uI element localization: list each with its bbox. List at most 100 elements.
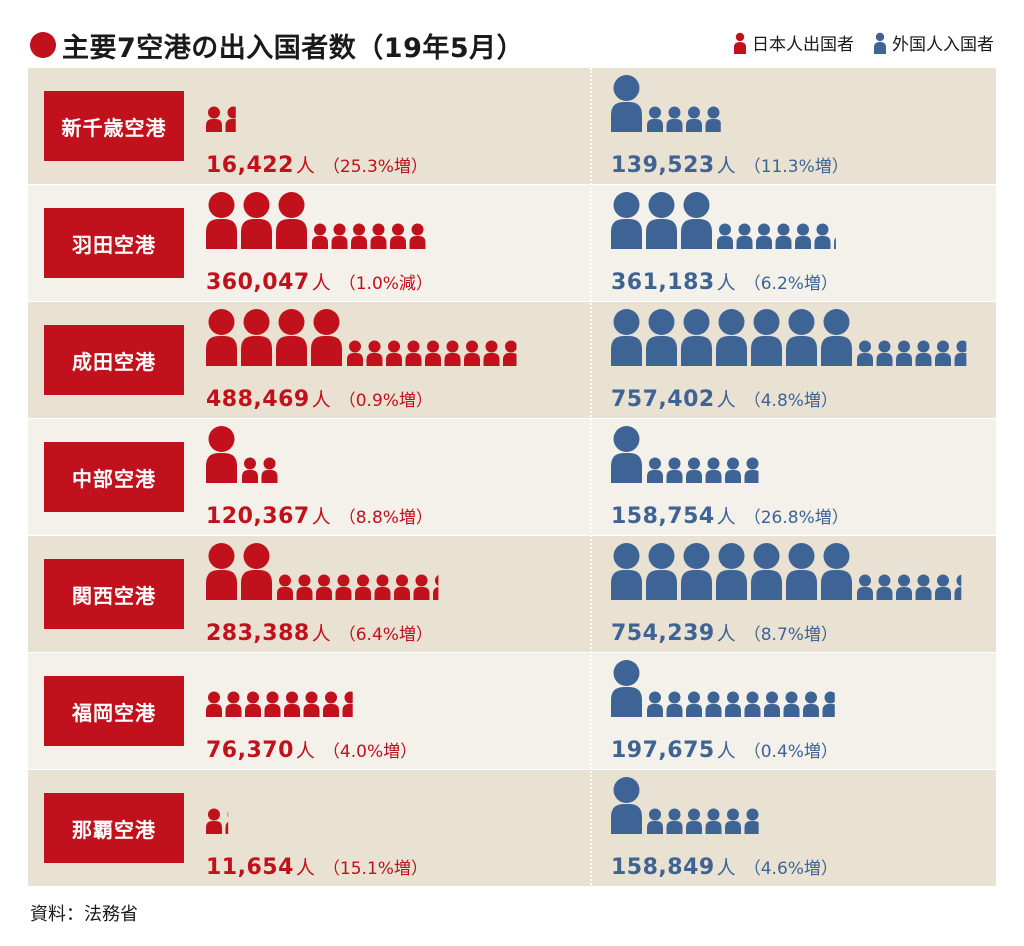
foreign-stat: 757,402 人 （4.8%増） <box>611 385 838 413</box>
japanese-large-person-icon <box>276 192 307 249</box>
japanese-small-person-icon <box>394 574 410 600</box>
foreign-large-person-icon <box>681 309 712 366</box>
airport-label: 那覇空港 <box>44 793 184 863</box>
foreign-small-person-icon <box>705 808 722 834</box>
foreign-small-person-icon <box>857 340 873 366</box>
foreign-large-person-icon <box>611 75 642 132</box>
japanese-small-person-icon <box>390 223 406 249</box>
japanese-pictogram <box>206 192 426 249</box>
foreign-large-person-icon <box>716 543 747 600</box>
foreign-small-person-icon <box>915 340 932 366</box>
japanese-change: （1.0%減） <box>338 274 433 294</box>
japanese-large-person-icon <box>241 192 272 249</box>
foreign-partial-person-icon <box>954 574 962 600</box>
japanese-unit: 人 <box>311 389 331 411</box>
japanese-count: 11,654 <box>206 855 294 880</box>
japanese-large-person-icon <box>206 192 237 249</box>
foreign-change: （4.8%増） <box>743 391 838 411</box>
japanese-pictogram <box>206 691 353 717</box>
foreign-large-person-icon <box>611 309 642 366</box>
chart-table: 新千歳空港 16,422 人（25.3%増） 139,523 人（11.3%増） 羽田空港… <box>28 68 996 888</box>
japanese-large-person-icon <box>311 309 342 366</box>
foreign-small-person-icon <box>717 223 733 249</box>
foreign-large-person-icon <box>611 660 642 717</box>
foreign-count: 197,675 <box>611 738 715 763</box>
foreign-small-person-icon <box>896 574 912 600</box>
foreign-small-person-icon <box>744 691 761 717</box>
japanese-large-person-icon <box>241 543 272 600</box>
foreign-stat: 754,239 人 （8.7%増） <box>611 619 838 647</box>
japanese-small-person-icon <box>409 223 426 249</box>
japanese-small-person-icon <box>331 223 348 249</box>
foreign-large-person-icon <box>681 192 712 249</box>
foreign-count: 757,402 <box>611 387 715 412</box>
foreign-change: （26.8%増） <box>743 508 849 528</box>
japanese-unit: 人 <box>311 272 331 294</box>
foreign-partial-person-icon <box>705 106 721 132</box>
japanese-large-person-icon <box>206 309 237 366</box>
foreign-change: （6.2%増） <box>743 274 838 294</box>
japanese-small-person-icon <box>323 691 339 717</box>
japanese-small-person-icon <box>347 340 363 366</box>
japanese-count: 488,469 <box>206 387 310 412</box>
foreign-large-person-icon <box>646 543 677 600</box>
japanese-small-person-icon <box>206 808 222 834</box>
foreign-small-person-icon <box>686 691 702 717</box>
foreign-pictogram <box>611 75 721 132</box>
japanese-unit: 人 <box>295 740 315 762</box>
airport-row: 那覇空港 11,654 人（15.1%増） 158,849 人（4.6%増） <box>28 770 996 886</box>
japanese-change: （0.9%増） <box>338 391 433 411</box>
chart-title: 主要7空港の出入国者数（19年5月） <box>62 32 525 64</box>
foreign-large-person-icon <box>751 309 782 366</box>
japanese-count: 283,388 <box>206 621 310 646</box>
foreign-pictogram <box>611 309 967 366</box>
source-note: 資料：法務省 <box>30 904 138 925</box>
foreign-unit: 人 <box>716 623 736 645</box>
column-divider <box>590 68 592 888</box>
foreign-unit: 人 <box>716 155 736 177</box>
foreign-unit: 人 <box>716 740 736 762</box>
japanese-small-person-icon <box>245 691 261 717</box>
airport-row: 関西空港 283,388 人（6.4%増） 754,239 人（8.7%増） <box>28 536 996 652</box>
foreign-small-person-icon <box>814 223 831 249</box>
japanese-stat: 76,370 人 （4.0%増） <box>206 736 417 764</box>
japanese-large-person-icon <box>206 543 237 600</box>
airport-row: 羽田空港 360,047 人（1.0%減） 361,183 人（6.2%増） <box>28 185 996 301</box>
foreign-pictogram <box>611 777 759 834</box>
japanese-small-person-icon <box>335 574 352 600</box>
foreign-partial-person-icon <box>834 237 836 249</box>
foreign-pictogram <box>611 192 836 249</box>
foreign-large-person-icon <box>611 543 642 600</box>
japanese-change: （25.3%増） <box>322 157 428 177</box>
japanese-small-person-icon <box>370 223 387 249</box>
foreign-small-person-icon <box>935 574 951 600</box>
foreign-unit: 人 <box>716 857 736 879</box>
japanese-unit: 人 <box>295 857 315 879</box>
airport-row: 福岡空港 76,370 人（4.0%増） 197,675 人（0.4%増） <box>28 653 996 769</box>
japanese-stat: 360,047 人 （1.0%減） <box>206 268 433 296</box>
foreign-change: （0.4%増） <box>743 742 838 762</box>
japanese-small-person-icon <box>277 574 293 600</box>
japanese-stat: 283,388 人 （6.4%増） <box>206 619 433 647</box>
foreign-count: 754,239 <box>611 621 715 646</box>
foreign-partial-person-icon <box>954 340 967 366</box>
japanese-pictogram <box>206 543 439 600</box>
foreign-small-person-icon <box>725 457 741 483</box>
foreign-large-person-icon <box>681 543 712 600</box>
foreign-partial-person-icon <box>744 808 759 834</box>
legend-label-japanese: 日本人出国者 <box>752 35 854 55</box>
legend-item-japanese: 日本人出国者 <box>734 30 854 55</box>
japanese-stat: 16,422 人 （25.3%増） <box>206 151 428 179</box>
foreign-large-person-icon <box>751 543 782 600</box>
foreign-large-person-icon <box>716 309 747 366</box>
foreign-small-person-icon <box>725 808 741 834</box>
foreign-small-person-icon <box>803 691 819 717</box>
foreign-small-person-icon <box>647 691 663 717</box>
foreign-small-person-icon <box>666 457 683 483</box>
airport-label: 成田空港 <box>44 325 184 395</box>
foreign-small-person-icon <box>783 691 800 717</box>
foreign-partial-person-icon <box>822 691 835 717</box>
foreign-small-person-icon <box>896 340 912 366</box>
foreign-small-person-icon <box>725 691 741 717</box>
japanese-partial-person-icon <box>342 691 353 717</box>
